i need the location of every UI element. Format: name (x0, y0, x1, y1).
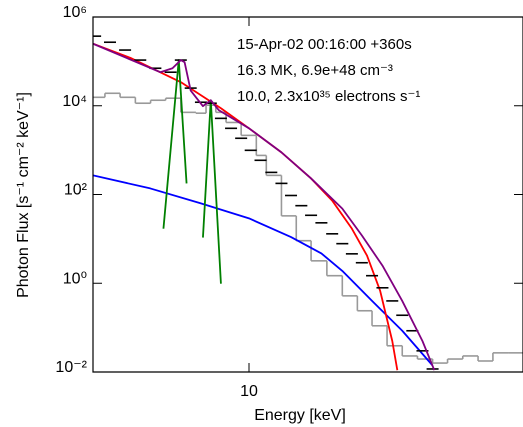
x-tick-label: 10 (240, 383, 258, 400)
y-tick-label: 10⁶ (63, 4, 87, 21)
series-line (93, 174, 434, 367)
axes: 10⁻² 10⁰ 10² 10⁴ 10⁶ 10 (55, 4, 523, 400)
y-tick-label: 10² (64, 182, 88, 199)
y-tick-label: 10⁴ (62, 93, 87, 110)
annotation: 10.0, 2.3x10³⁵ electrons s⁻¹ (237, 88, 420, 105)
series-line (93, 42, 436, 371)
plot-area (93, 35, 523, 371)
x-axis-label: Energy [keV] (254, 407, 346, 424)
y-axis-label: Photon Flux [s⁻¹ cm⁻² keV⁻¹] (15, 92, 32, 298)
annotation: 15-Apr-02 00:16:00 +360s (237, 36, 412, 53)
y-tick-label: 10⁻² (55, 359, 87, 376)
annotation: 16.3 MK, 6.9e+48 cm⁻³ (237, 62, 393, 79)
y-tick-label: 10⁰ (63, 270, 87, 287)
